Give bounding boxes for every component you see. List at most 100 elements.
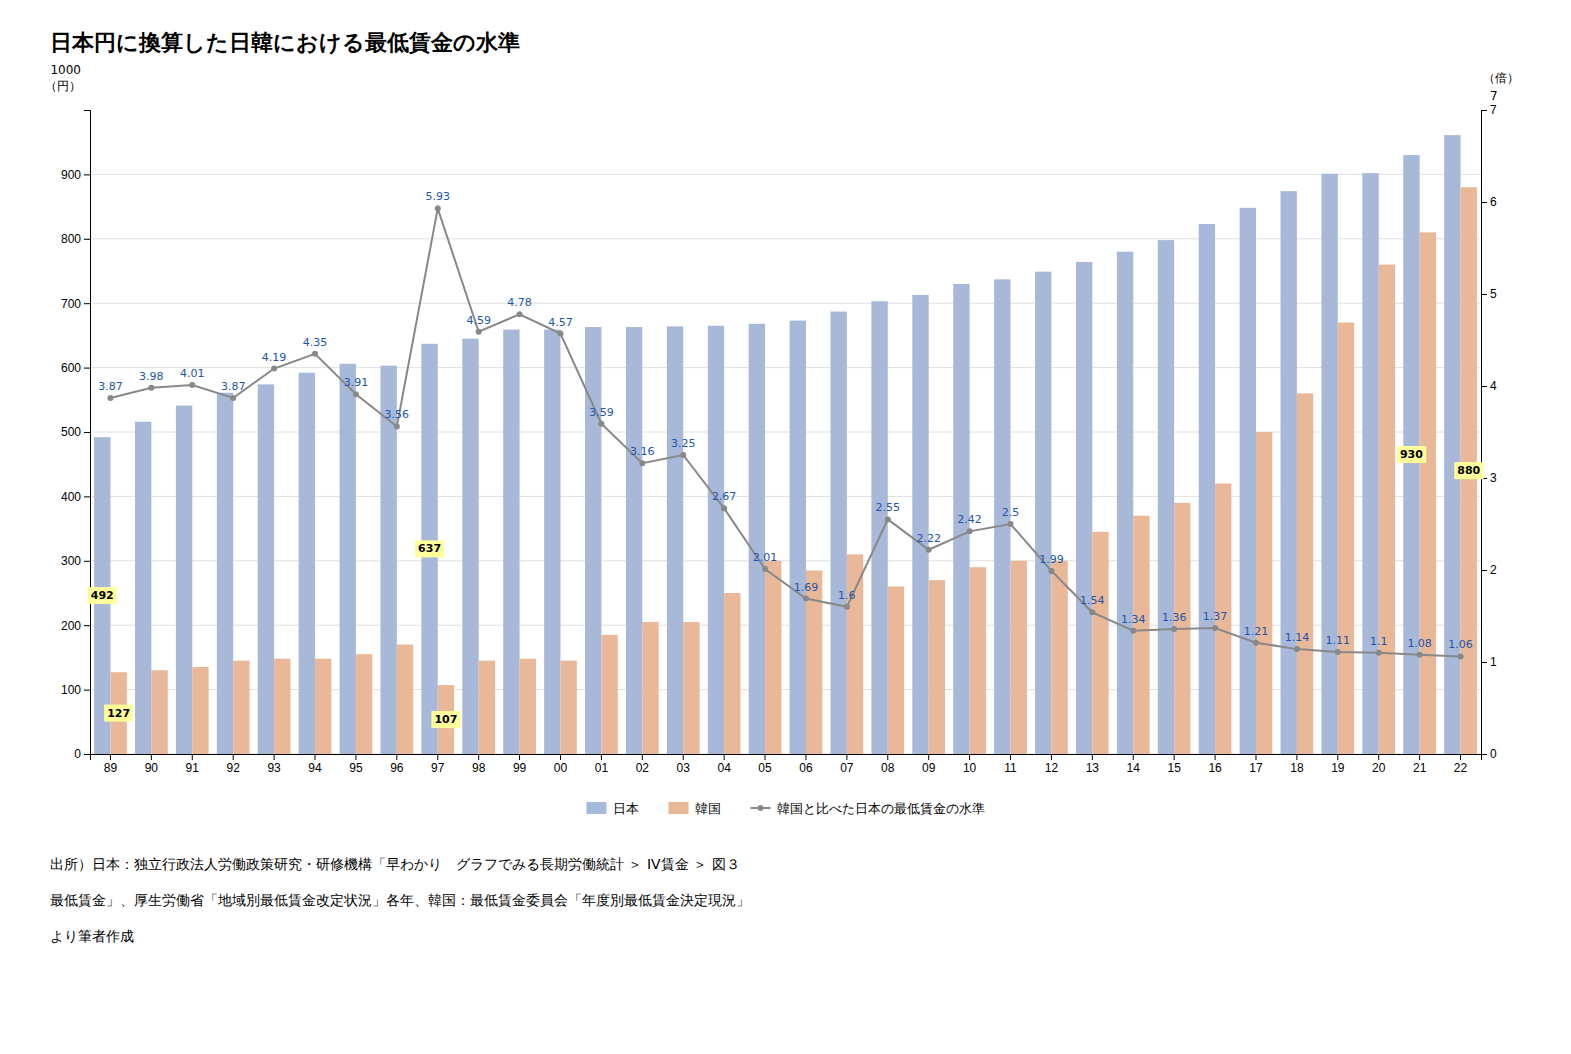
y2-tick-mark (1481, 570, 1487, 571)
x-tick: 00 (554, 754, 568, 775)
bar-value-label-bg (104, 705, 133, 722)
bar (667, 326, 683, 754)
x-tick-mark (724, 754, 725, 760)
ratio-point (1089, 609, 1095, 615)
ratio-label: 4.19 (262, 351, 287, 364)
legend-swatch (669, 802, 689, 814)
bar (642, 622, 658, 754)
bar (299, 373, 315, 754)
ratio-point (271, 366, 277, 372)
bar (1117, 252, 1133, 754)
source: より筆者作成 (50, 928, 134, 944)
x-tick: 02 (636, 754, 650, 775)
y-tick-label: 100 (61, 683, 81, 697)
y2-tick: 0 (1481, 747, 1497, 761)
bar (258, 384, 274, 754)
ratio-label: 4.35 (303, 336, 328, 349)
y-tick-mark (84, 174, 90, 175)
y-tick: 600 (61, 361, 90, 375)
bar (1240, 208, 1256, 754)
bar (724, 593, 740, 754)
ratio-point (435, 205, 441, 211)
bar (1256, 432, 1272, 754)
y-tick: 800 (61, 232, 90, 246)
bar (1035, 272, 1051, 754)
ratio-label: 1.14 (1285, 631, 1310, 644)
x-tick-mark (1255, 754, 1256, 760)
y2-tick-label: 5 (1490, 287, 1497, 301)
bar (1297, 393, 1313, 754)
x-tick: 12 (1045, 754, 1059, 775)
ratio-label: 3.87 (221, 380, 246, 393)
x-tick-label: 91 (186, 761, 200, 775)
x-tick-mark (233, 754, 234, 760)
bar (1011, 561, 1027, 754)
y-tick: 400 (61, 490, 90, 504)
y2-tick-mark (1481, 202, 1487, 203)
x-tick: 07 (840, 754, 854, 775)
x-tick: 19 (1331, 754, 1345, 775)
y-tick: 700 (61, 297, 90, 311)
source: 出所）日本：独立行政法人労働政策研究・研修機構「早わかり グラフでみる長期労働統… (50, 856, 740, 872)
y-tick: 200 (61, 619, 90, 633)
x-tick-label: 05 (758, 761, 772, 775)
bar-value-label-bg (431, 711, 460, 728)
ratio-label: 1.6 (838, 589, 856, 602)
bar (560, 661, 576, 754)
x-tick-label: 19 (1331, 761, 1345, 775)
x-tick-label: 08 (881, 761, 895, 775)
x-tick-mark (601, 754, 602, 760)
x-tick-mark (1051, 754, 1052, 760)
bar (544, 330, 560, 754)
x-tick-label: 92 (227, 761, 241, 775)
y-axis: 0100200300400500600700800900 (61, 111, 91, 762)
x-tick-mark (110, 754, 111, 760)
x-tick: 10 (963, 754, 977, 775)
legend-swatch (587, 802, 607, 814)
x-tick-label: 94 (308, 761, 322, 775)
ratio-point (1171, 626, 1177, 632)
grid-line (90, 303, 1481, 304)
x-tick: 03 (677, 754, 691, 775)
y-axis-line (84, 111, 91, 755)
ratio-label: 1.36 (1162, 611, 1187, 624)
y-tick-label: 700 (61, 297, 81, 311)
x-tick-label: 10 (963, 761, 977, 775)
y-tick-label: 0 (74, 747, 81, 761)
x-tick-label: 21 (1413, 761, 1427, 775)
bar (176, 406, 192, 754)
x-tick: 06 (799, 754, 813, 775)
x-tick: 95 (349, 754, 363, 775)
bar (1321, 174, 1337, 754)
legend-item: 韓国 (669, 801, 721, 816)
bar-value-label: 637 (418, 542, 441, 555)
ratio-point (1417, 652, 1423, 658)
bar (233, 661, 249, 754)
x-tick-mark (1460, 754, 1461, 760)
x-tick-label: 09 (922, 761, 936, 775)
bar (1444, 135, 1460, 754)
legend-marker (758, 805, 764, 811)
x-tick: 04 (717, 754, 731, 775)
x-tick-mark (1010, 754, 1011, 760)
bar-value-label: 107 (434, 713, 457, 726)
x-tick: 18 (1290, 754, 1304, 775)
bar-value-label: 492 (91, 589, 114, 602)
bar (626, 327, 642, 754)
x-tick-mark (1215, 754, 1216, 760)
bar (135, 422, 151, 754)
ratio-point (394, 423, 400, 429)
y2-tick-mark (1481, 294, 1487, 295)
x-tick: 97 (431, 754, 445, 775)
x-tick-mark (478, 754, 479, 760)
x-tick-label: 22 (1454, 761, 1468, 775)
grid-line (90, 174, 1481, 175)
ratio-label: 1.54 (1080, 594, 1105, 607)
ratio-point (926, 547, 932, 553)
annotation-line: 1000 (50, 63, 81, 77)
ratio-label: 5.93 (426, 190, 451, 203)
plot: 8990919293949596979899000102030405060708… (45, 63, 1519, 775)
y-tick: 300 (61, 554, 90, 568)
x-tick-mark (642, 754, 643, 760)
bar (1158, 240, 1174, 754)
